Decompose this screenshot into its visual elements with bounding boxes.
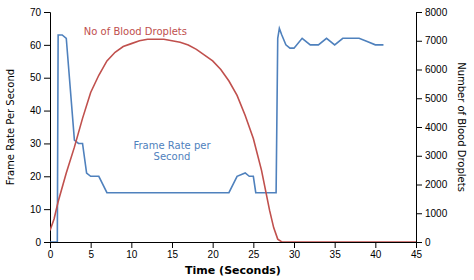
tick-label: 0: [48, 249, 54, 260]
tick: 1000: [416, 208, 448, 219]
tick-mark: [91, 242, 92, 248]
tick-mark: [416, 98, 422, 99]
tick: 60: [30, 40, 50, 51]
tick-label: 2000: [425, 179, 448, 190]
tick: 20: [30, 171, 50, 182]
tick: 2000: [416, 179, 448, 190]
tick: 40: [30, 105, 50, 116]
tick: 10: [126, 242, 138, 260]
tick: 45: [411, 242, 423, 260]
tick-label: 25: [248, 249, 260, 260]
x-axis-title: Time (Seconds): [185, 264, 281, 277]
tick-label: 20: [208, 249, 220, 260]
tick: 5000: [416, 93, 448, 104]
tick-mark: [416, 70, 422, 71]
tick: 20: [208, 242, 220, 260]
tick-mark: [131, 242, 132, 248]
tick: 6000: [416, 64, 448, 75]
tick-label: 0: [425, 237, 431, 248]
tick-mark: [294, 242, 295, 248]
tick-label: 6000: [425, 64, 448, 75]
tick: 25: [248, 242, 260, 260]
tick: 35: [330, 242, 342, 260]
tick-label: 4000: [425, 122, 448, 133]
tick-label: 35: [330, 249, 342, 260]
tick-label: 60: [30, 40, 42, 51]
tick: 5: [88, 242, 94, 260]
tick-mark: [416, 213, 422, 214]
tick-mark: [253, 242, 254, 248]
tick-mark: [375, 242, 376, 248]
tick-label: 20: [30, 171, 42, 182]
y-axis: 0 10 20 30 40 50 60 70: [30, 7, 51, 248]
tick-label: 10: [30, 204, 42, 215]
tick-mark: [416, 156, 422, 157]
tick-mark: [335, 242, 336, 248]
tick-label: 45: [411, 249, 423, 260]
tick-mark: [213, 242, 214, 248]
y2-axis-title: Number of Blood Droplets: [456, 62, 467, 192]
x-axis: 0 5 10 15 20 25 30 35 40 45: [48, 242, 423, 260]
tick-mark: [172, 242, 173, 248]
series-line: [50, 39, 416, 242]
chart-container: 0510152025303540450102030405060700100020…: [0, 0, 474, 280]
axis-line: [44, 13, 51, 243]
tick-mark: [44, 12, 50, 13]
tick-mark: [416, 127, 422, 128]
chart: 0510152025303540450102030405060700100020…: [0, 0, 474, 280]
tick: 3000: [416, 150, 448, 161]
tick: 30: [30, 138, 50, 149]
tick-mark: [416, 242, 422, 243]
axis-line: [51, 243, 417, 249]
tick: 15: [167, 242, 179, 260]
annotation: Frame Rate perSecond: [133, 140, 211, 162]
axis-line: [417, 13, 423, 243]
tick-label: 8000: [425, 7, 448, 18]
tick-mark: [44, 78, 50, 79]
tick-mark: [44, 111, 50, 112]
annotation: No of Blood Droplets: [84, 26, 187, 37]
tick: 0: [416, 237, 431, 248]
tick-mark: [44, 45, 50, 46]
tick-label: 0: [35, 237, 41, 248]
tick-mark: [44, 143, 50, 144]
tick-label: 30: [289, 249, 301, 260]
tick-label: 5000: [425, 93, 448, 104]
tick-label: 40: [370, 249, 382, 260]
tick-mark: [416, 12, 422, 13]
tick: 7000: [416, 35, 448, 46]
tick: 0: [35, 237, 50, 248]
tick-label: 15: [167, 249, 179, 260]
tick: 50: [30, 72, 50, 83]
series-group: [50, 28, 416, 242]
tick: 40: [370, 242, 382, 260]
tick-label: 3000: [425, 150, 448, 161]
tick-mark: [416, 185, 422, 186]
tick-mark: [44, 242, 50, 243]
tick-mark: [44, 209, 50, 210]
tick-label: 5: [88, 249, 94, 260]
tick-label: 40: [30, 105, 42, 116]
y-axis-title: Frame Rate Per Second: [5, 69, 16, 185]
tick-mark: [44, 176, 50, 177]
tick: 4000: [416, 122, 448, 133]
series-line: [50, 28, 383, 242]
plot: 0510152025303540450102030405060700100020…: [5, 7, 467, 277]
tick-label: 7000: [425, 35, 448, 46]
tick: 10: [30, 204, 50, 215]
tick-label: 1000: [425, 208, 448, 219]
tick: 8000: [416, 7, 448, 18]
tick: 70: [30, 7, 50, 18]
tick-label: 70: [30, 7, 42, 18]
tick-mark: [416, 41, 422, 42]
tick: 30: [289, 242, 301, 260]
y2-axis: 0 1000 2000 3000 4000 5000 6000 7000 8000: [416, 7, 448, 248]
tick: 0: [48, 242, 54, 260]
tick-label: 30: [30, 138, 42, 149]
tick-label: 10: [126, 249, 138, 260]
tick-label: 50: [30, 72, 42, 83]
